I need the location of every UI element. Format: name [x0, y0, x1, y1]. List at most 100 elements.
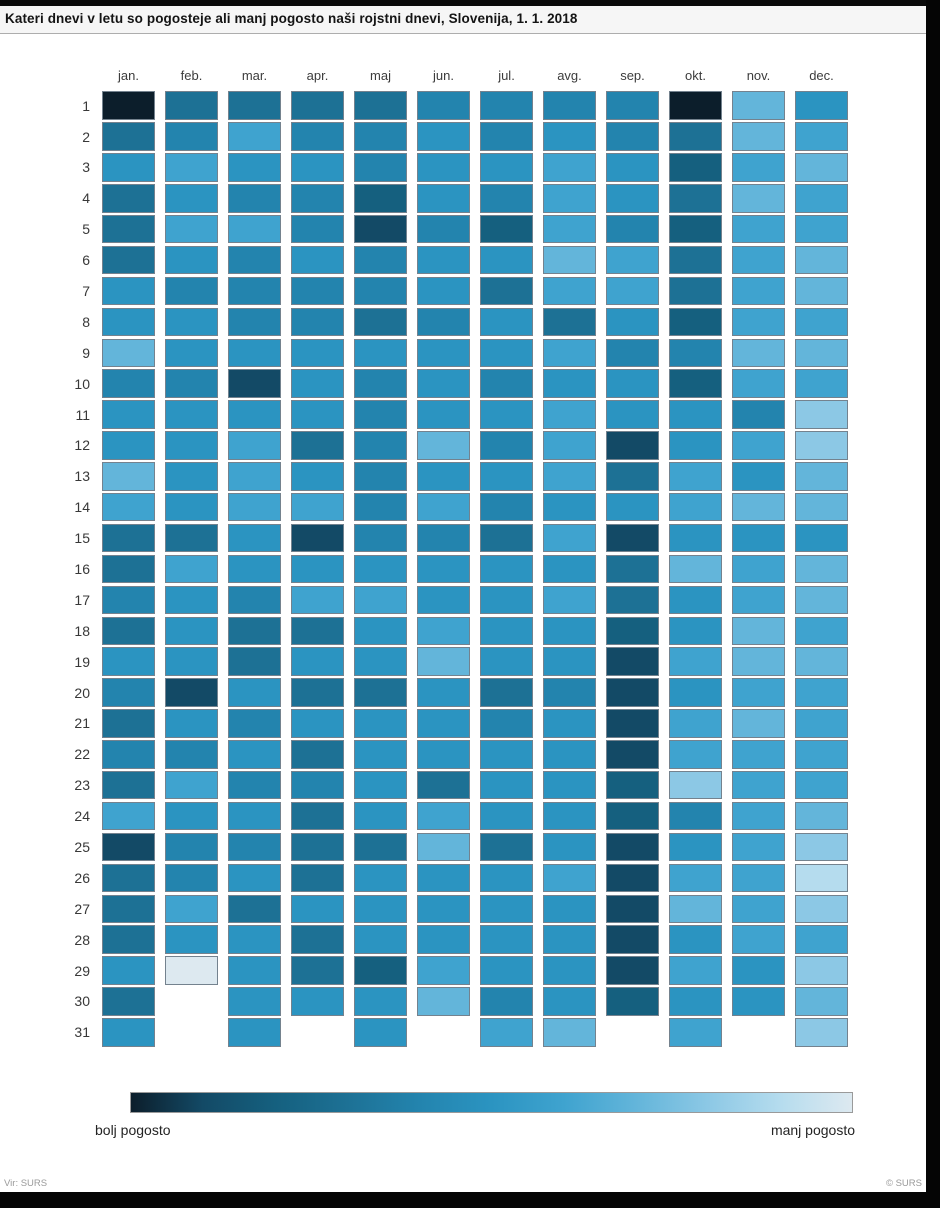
month-header: jul.	[498, 68, 515, 83]
heatmap-cell	[543, 462, 596, 491]
heatmap-cell	[102, 616, 155, 646]
heatmap-cell	[165, 832, 218, 862]
heatmap-cell	[606, 276, 659, 306]
heatmap-cell	[606, 925, 659, 954]
heatmap-cell	[291, 770, 344, 800]
heatmap-cell	[417, 647, 470, 676]
heatmap-cell	[417, 832, 470, 862]
heatmap-cell	[480, 647, 533, 676]
heatmap-cell	[732, 987, 785, 1016]
heatmap-cell	[732, 184, 785, 213]
day-label: 27	[74, 900, 90, 917]
heatmap-cell	[543, 1018, 596, 1047]
heatmap-cell	[354, 678, 407, 707]
heatmap-cell	[606, 214, 659, 244]
month-header: mar.	[241, 68, 268, 83]
heatmap-cell	[165, 153, 218, 182]
heatmap-cell	[669, 307, 722, 337]
heatmap-cell	[228, 492, 281, 522]
heatmap-cell	[543, 894, 596, 924]
heatmap-cell	[795, 616, 848, 646]
heatmap-cell	[417, 492, 470, 522]
heatmap-cell	[795, 153, 848, 182]
heatmap-cell	[669, 647, 722, 676]
heatmap-cell	[543, 709, 596, 738]
heatmap-cell	[228, 338, 281, 368]
heatmap-cell	[291, 554, 344, 584]
heatmap-cell	[732, 585, 785, 615]
heatmap-cell	[165, 184, 218, 213]
heatmap-cell	[669, 492, 722, 522]
heatmap-cell	[291, 585, 344, 615]
legend-label-more-frequent: bolj pogosto	[95, 1122, 171, 1138]
heatmap-cell	[543, 400, 596, 429]
heatmap-cell	[102, 276, 155, 306]
heatmap-cell	[102, 770, 155, 800]
heatmap-cell	[606, 832, 659, 862]
heatmap-cell	[543, 678, 596, 707]
heatmap-cell	[228, 832, 281, 862]
heatmap-cell	[795, 770, 848, 800]
heatmap-cell	[228, 585, 281, 615]
heatmap-cell	[669, 276, 722, 306]
heatmap-cell	[795, 122, 848, 151]
heatmap-cell	[102, 894, 155, 924]
heatmap-cell	[291, 184, 344, 213]
heatmap-cell	[543, 523, 596, 553]
heatmap-cell	[606, 245, 659, 275]
heatmap-cell	[102, 647, 155, 676]
heatmap-cell	[669, 431, 722, 460]
heatmap-cell	[606, 894, 659, 924]
heatmap-cell	[228, 647, 281, 676]
heatmap-cell	[732, 91, 785, 120]
heatmap-cell	[102, 400, 155, 429]
heatmap-cell	[732, 678, 785, 707]
copyright-note: © SURS	[885, 1178, 922, 1189]
heatmap-cell	[732, 740, 785, 769]
heatmap-cell	[102, 832, 155, 862]
heatmap-cell	[417, 523, 470, 553]
heatmap-cell	[165, 338, 218, 368]
heatmap-cell	[291, 832, 344, 862]
heatmap-cell	[417, 245, 470, 275]
heatmap-cell	[795, 462, 848, 491]
heatmap-cell	[606, 462, 659, 491]
heatmap-cell	[102, 492, 155, 522]
heatmap-cell	[669, 400, 722, 429]
heatmap-cell	[165, 801, 218, 831]
heatmap-cell	[102, 369, 155, 398]
heatmap-cell	[354, 338, 407, 368]
heatmap-cell	[480, 554, 533, 584]
heatmap-cell	[669, 1018, 722, 1047]
heatmap-cell	[606, 616, 659, 646]
heatmap-cell	[165, 245, 218, 275]
heatmap-cell	[606, 492, 659, 522]
heatmap-cell	[291, 245, 344, 275]
heatmap-cell	[732, 832, 785, 862]
heatmap-cell	[543, 585, 596, 615]
heatmap-cell	[354, 276, 407, 306]
heatmap-cell	[417, 678, 470, 707]
heatmap-cell	[480, 492, 533, 522]
heatmap-cell	[795, 276, 848, 306]
heatmap-cell	[795, 91, 848, 120]
heatmap-cell	[669, 554, 722, 584]
heatmap-cell	[606, 740, 659, 769]
heatmap-cell	[669, 709, 722, 738]
heatmap-cell	[291, 462, 344, 491]
source-note: Vir: SURS	[4, 1178, 48, 1189]
heatmap-cell	[354, 431, 407, 460]
heatmap-cell	[543, 616, 596, 646]
heatmap-cell	[543, 770, 596, 800]
heatmap-cell	[606, 307, 659, 337]
heatmap-cell	[354, 523, 407, 553]
day-label: 15	[74, 530, 90, 547]
heatmap-cell	[417, 338, 470, 368]
heatmap-cell	[669, 832, 722, 862]
heatmap-cell	[732, 492, 785, 522]
heatmap-cell	[606, 431, 659, 460]
heatmap-cell	[795, 894, 848, 924]
heatmap-cell	[228, 214, 281, 244]
heatmap-cell	[291, 678, 344, 707]
heatmap-cell	[228, 1018, 281, 1047]
